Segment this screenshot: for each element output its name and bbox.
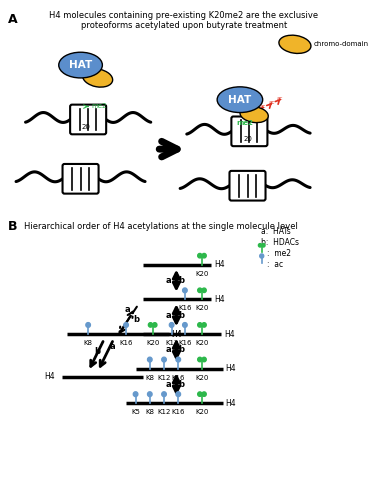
Circle shape [198, 254, 202, 258]
Text: :  ac: : ac [267, 260, 283, 269]
Circle shape [176, 357, 181, 362]
Text: K20: K20 [195, 340, 209, 346]
Circle shape [162, 392, 166, 396]
Text: a: a [110, 342, 115, 351]
Text: K8: K8 [84, 340, 93, 346]
Circle shape [202, 392, 206, 396]
Text: K16: K16 [178, 306, 192, 312]
Text: K20: K20 [195, 271, 209, 277]
Text: H4: H4 [44, 372, 55, 381]
Circle shape [182, 288, 187, 292]
Circle shape [202, 288, 206, 292]
Text: K12: K12 [165, 340, 178, 346]
Text: HAT: HAT [228, 94, 251, 104]
Text: H4: H4 [226, 364, 236, 373]
Text: K8: K8 [145, 409, 154, 415]
Circle shape [162, 357, 166, 362]
Text: b: b [133, 315, 139, 324]
Text: ac: ac [260, 104, 266, 108]
Circle shape [260, 254, 264, 258]
Text: ac: ac [277, 96, 283, 100]
Circle shape [147, 357, 152, 362]
Text: b: b [178, 276, 184, 285]
Circle shape [198, 358, 202, 362]
Text: K8: K8 [145, 374, 154, 380]
Text: B: B [8, 220, 17, 234]
Circle shape [148, 322, 153, 327]
Text: b: b [178, 346, 184, 354]
Text: H4: H4 [226, 399, 236, 408]
Text: 20: 20 [243, 136, 252, 142]
Circle shape [124, 322, 128, 328]
Text: H4: H4 [214, 295, 225, 304]
Text: K16: K16 [119, 340, 133, 346]
Text: ac: ac [268, 100, 275, 104]
Circle shape [86, 322, 90, 328]
Circle shape [133, 392, 138, 396]
Circle shape [153, 322, 157, 327]
Text: b:  HDACs: b: HDACs [261, 238, 299, 247]
Text: b: b [178, 311, 184, 320]
Text: K20: K20 [195, 374, 209, 380]
Text: K16: K16 [171, 374, 185, 380]
Text: K20: K20 [146, 340, 159, 346]
Text: a: a [166, 380, 171, 389]
Text: K16: K16 [171, 409, 185, 415]
Text: :  me2: : me2 [267, 249, 291, 258]
Circle shape [147, 392, 152, 396]
Text: a: a [166, 311, 171, 320]
Circle shape [169, 322, 174, 328]
Text: a: a [166, 276, 171, 285]
Circle shape [258, 244, 262, 247]
Ellipse shape [279, 35, 311, 54]
Text: K16: K16 [178, 340, 192, 346]
Ellipse shape [59, 52, 102, 78]
Text: me2: me2 [91, 102, 106, 108]
Circle shape [202, 322, 206, 327]
FancyBboxPatch shape [70, 104, 106, 134]
Text: H4: H4 [214, 260, 225, 270]
Circle shape [198, 322, 202, 327]
Text: a: a [124, 306, 130, 314]
Circle shape [198, 392, 202, 396]
Ellipse shape [240, 106, 268, 122]
Ellipse shape [217, 87, 263, 112]
Text: K12: K12 [157, 409, 171, 415]
FancyBboxPatch shape [62, 164, 99, 194]
Ellipse shape [83, 68, 113, 87]
Text: HAT: HAT [69, 60, 92, 70]
Text: me2: me2 [236, 120, 253, 126]
Text: H4 molecules containing pre-existing K20me2 are the exclusive
proteoforms acetyl: H4 molecules containing pre-existing K20… [50, 10, 319, 30]
FancyBboxPatch shape [229, 171, 266, 200]
Text: K12: K12 [157, 374, 171, 380]
Text: a:  HATs: a: HATs [261, 228, 291, 236]
Circle shape [202, 358, 206, 362]
Text: H4: H4 [224, 330, 234, 338]
Text: K20: K20 [195, 306, 209, 312]
Circle shape [202, 254, 206, 258]
FancyBboxPatch shape [231, 116, 267, 146]
Circle shape [182, 322, 187, 328]
Circle shape [198, 288, 202, 292]
Text: b: b [94, 347, 101, 356]
Circle shape [176, 392, 181, 396]
Text: H4: H4 [171, 330, 182, 338]
Text: a: a [166, 346, 171, 354]
Circle shape [262, 244, 265, 247]
Text: K5: K5 [131, 409, 140, 415]
Text: Hierarchical order of H4 acetylations at the single molecule level: Hierarchical order of H4 acetylations at… [24, 222, 298, 232]
Text: 20: 20 [82, 124, 91, 130]
Text: A: A [8, 12, 17, 26]
Text: K20: K20 [195, 409, 209, 415]
Text: chromo-domain: chromo-domain [314, 42, 369, 48]
Text: b: b [178, 380, 184, 389]
Text: H4: H4 [171, 330, 182, 338]
